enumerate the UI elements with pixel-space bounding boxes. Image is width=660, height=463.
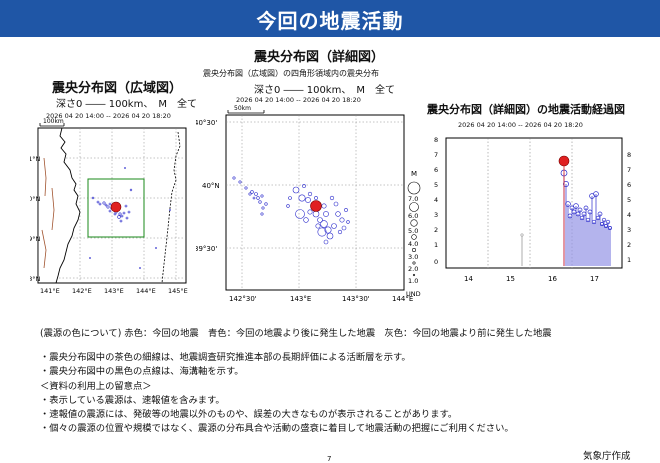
- overview-lat-label-39: 39°N: [30, 235, 41, 243]
- detail-lat-label-3930: 39°30': [196, 245, 217, 253]
- page-title: 今回の地震活動: [256, 9, 404, 33]
- timeline-ytick-3: 3: [434, 211, 438, 219]
- overview-scattered: [88, 166, 172, 270]
- activity-timeline: 8 7 6 5 4 3 2 1 0 8 7 6 5 4 3 2 1: [434, 136, 631, 283]
- mag-legend-label-7: 7.0: [408, 195, 418, 203]
- overview-map: 100km 41°N 40°N: [30, 118, 188, 295]
- timeline-ytick-8: 8: [434, 136, 438, 144]
- mag-legend-circle-2: [412, 261, 416, 265]
- detail-map-conditions: 深さ0 ―― 100km、 M 全て: [254, 85, 395, 96]
- mag-legend-label-2: 2.0: [408, 265, 418, 273]
- note-non-earthquake: ・速報値の震源には、発破等の地震以外のものや、誤差の大きなものが表示されることが…: [40, 409, 458, 421]
- timeline-ytick-0: 0: [434, 258, 438, 266]
- detail-map-title: 震央分布図（詳細図）: [254, 50, 385, 65]
- timeline-ytick-right-2: 2: [627, 241, 631, 249]
- timeline-ytick-5: 5: [434, 181, 438, 189]
- overview-lat-label-38: 38°N: [30, 275, 41, 283]
- timeline-ytick-right-6: 6: [627, 181, 631, 189]
- detail-map: 50km 40°30' 40°N 39°30' 142°30' 143°E 14…: [196, 105, 421, 303]
- overview-map-title: 震央分布図（広域図）: [52, 81, 183, 96]
- timeline-ytick-right-5: 5: [627, 196, 631, 204]
- overview-map-period: 2026 04 20 14:00 -- 2026 04 20 18:20: [46, 112, 171, 120]
- overview-lat-label-41: 41°N: [30, 155, 41, 163]
- overview-lon-label-145: 145°E: [168, 287, 188, 295]
- overview-scale-label: 100km: [43, 118, 64, 125]
- timeline-xtick-16: 16: [548, 275, 557, 283]
- overview-map-conditions: 深さ0 ―― 100km、 M 全て: [56, 99, 197, 110]
- note-active-faults: ・震央分布図中の茶色の細線は、地震調査研究推進本部の長期評価による活断層を示す。: [40, 352, 411, 363]
- timeline-ytick-6: 6: [434, 166, 438, 174]
- overview-epicenters: [91, 188, 133, 223]
- mag-legend-label-6: 6.0: [408, 212, 418, 220]
- trench-axis: [161, 131, 181, 284]
- mag-legend-circle-3: [412, 248, 417, 253]
- note-usage-guidance: ・個々の震源の位置や規模ではなく、震源の分布具合や活動の盛衰に着目して地震活動の…: [40, 423, 514, 435]
- timeline-ytick-right-7: 7: [627, 166, 631, 174]
- mag-legend-label-5: 5.0: [408, 227, 418, 235]
- mag-legend-circle-1: [412, 273, 416, 277]
- overview-scale-bar: 100km: [39, 118, 65, 127]
- note-usage-header: ＜資料の利用上の留意点＞: [40, 380, 152, 392]
- mag-legend-circle-5: [410, 219, 418, 227]
- overview-lon-label-143: 143°E: [104, 287, 124, 295]
- mag-legend-label-1: 1.0: [408, 277, 418, 285]
- detail-lon-label-14230: 142°30': [229, 295, 257, 303]
- timeline-xtick-14: 14: [464, 275, 473, 283]
- magnitude-legend-title: M: [411, 170, 417, 178]
- detail-scale-bar: 50km: [227, 105, 265, 114]
- mag-legend-label-3: 3.0: [408, 253, 418, 261]
- timeline-ytick-7: 7: [434, 151, 438, 159]
- timeline-ytick-right-3: 3: [627, 226, 631, 234]
- detail-region-rect: [87, 178, 145, 238]
- tohoku-coastline: [37, 127, 81, 284]
- timeline-ytick-right-1: 1: [627, 256, 631, 264]
- detail-map-subtitle: 震央分布図（広域図）の四角形領域内の震央分布: [203, 69, 379, 78]
- notes-list: ・震央分布図中の茶色の細線は、地震調査研究推進本部の長期評価による活断層を示す。…: [40, 351, 514, 437]
- magnitude-legend: M 7.0 6.0 5.0 4.0 3.0 2.0 1.0 UND: [406, 170, 421, 298]
- timeline-x-ticks: 14 15 16 17: [464, 275, 599, 283]
- mag-legend-label-4: 4.0: [408, 240, 418, 248]
- timeline-ytick-2: 2: [434, 226, 438, 234]
- timeline-title: 震央分布図（詳細図）の地震活動経過図: [427, 103, 625, 116]
- mag-legend-circle-6: [409, 202, 419, 212]
- color-legend-text: (震源の色について) 赤色：今回の地震 青色：今回の地震より後に発生した地震 灰…: [40, 328, 552, 339]
- detail-grid: [226, 115, 404, 290]
- note-preliminary: ・表示している震源は、速報値を含みます。: [40, 394, 225, 406]
- mag-legend-label-und: UND: [406, 290, 421, 298]
- note-trench-axis: ・震央分布図中の黒色の点線は、海溝軸を示す。: [40, 366, 244, 378]
- detail-lat-label-4030: 40°30': [196, 119, 217, 127]
- timeline-ytick-right-4: 4: [627, 211, 631, 219]
- timeline-ytick-right-8: 8: [627, 151, 631, 159]
- overview-main-quake: [110, 201, 122, 213]
- timeline-period: 2026 04 20 14:00 -- 2026 04 20 18:20: [458, 121, 583, 129]
- mag-legend-circle-4: [411, 234, 417, 240]
- detail-scale-label: 50km: [234, 105, 251, 112]
- timeline-y-ticks: 8 7 6 5 4 3 2 1 0 8 7 6 5 4 3 2 1: [434, 136, 631, 266]
- timeline-frame: [445, 137, 623, 269]
- detail-lon-label-143: 143°E: [290, 295, 311, 303]
- detail-lon-label-144: 144°E: [392, 295, 413, 303]
- timeline-ytick-4: 4: [434, 196, 438, 204]
- title-banner: 今回の地震活動: [0, 0, 660, 37]
- timeline-hour-lines: [487, 138, 573, 268]
- timeline-main-quake: [558, 155, 570, 167]
- detail-lon-label-14330: 143°30': [342, 295, 370, 303]
- timeline-xtick-17: 17: [590, 275, 599, 283]
- timeline-ytick-1: 1: [434, 241, 438, 249]
- detail-lat-label-40: 40°N: [202, 182, 220, 190]
- detail-main-quake: [310, 200, 322, 212]
- overview-lon-label-144: 144°E: [136, 287, 156, 295]
- overview-lat-label-40: 40°N: [30, 195, 41, 203]
- overview-lon-label-141: 141°E: [40, 287, 60, 295]
- mag-legend-circle-7: [407, 181, 421, 195]
- active-faults: [41, 157, 55, 269]
- overview-lon-label-142: 142°E: [72, 287, 92, 295]
- page-number: 7: [327, 455, 332, 463]
- detail-map-period: 2026 04 20 14:00 -- 2026 04 20 18:20: [236, 96, 361, 104]
- agency-credit: 気象庁作成: [583, 451, 631, 462]
- timeline-xtick-15: 15: [506, 275, 515, 283]
- detail-epicenters: [232, 176, 350, 245]
